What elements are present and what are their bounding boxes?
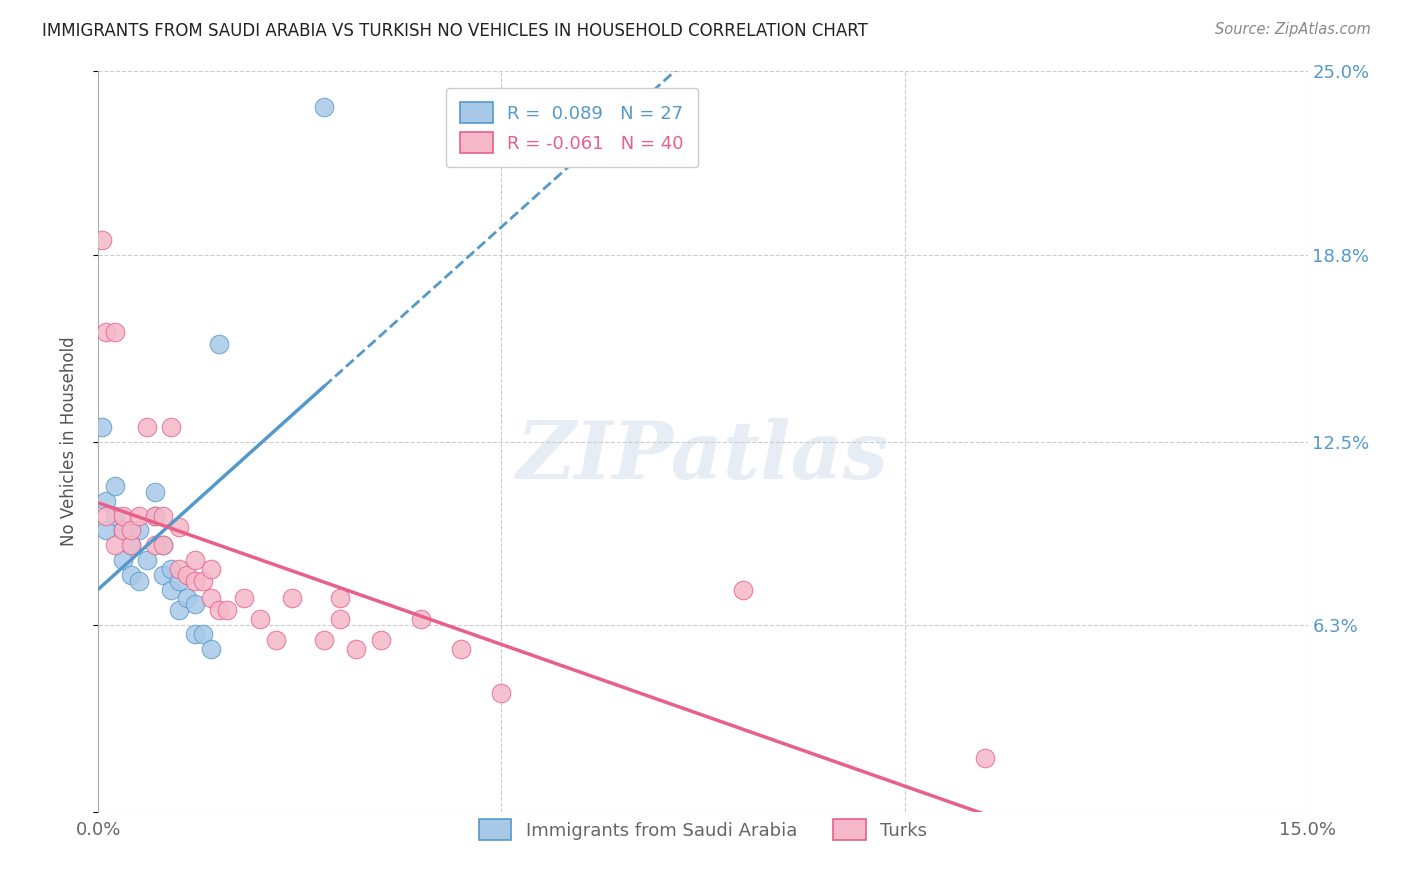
Point (152, 508, 174, 523)
Point (450, 641, 472, 656)
Point (249, 612, 271, 626)
Point (135, 419, 157, 434)
Point (103, 508, 125, 523)
Point (160, 582, 183, 597)
Point (217, 603, 239, 617)
Point (184, 574, 207, 588)
Text: ZIPatlas: ZIPatlas (517, 417, 889, 495)
Point (314, 100, 336, 114)
Point (91, 419, 114, 434)
Point (120, 567, 142, 582)
Point (193, 574, 215, 588)
Point (111, 524, 134, 538)
Point (96, 524, 118, 538)
Point (91, 233, 114, 247)
Point (409, 612, 432, 626)
Point (143, 484, 166, 499)
Point (232, 591, 254, 606)
Point (200, 641, 222, 656)
Point (370, 632, 392, 647)
Point (143, 508, 166, 523)
Point (111, 553, 134, 567)
Point (176, 567, 198, 582)
Point (135, 553, 157, 567)
Point (152, 538, 174, 552)
Point (176, 591, 198, 606)
Point (184, 627, 207, 641)
Point (329, 612, 352, 626)
Point (167, 562, 190, 576)
Point (152, 567, 174, 582)
Point (103, 479, 125, 493)
Point (167, 574, 190, 588)
Point (167, 603, 190, 617)
Point (103, 325, 125, 339)
Point (96, 508, 118, 523)
Point (208, 336, 231, 351)
Point (152, 538, 174, 552)
Point (103, 538, 125, 552)
Point (200, 591, 222, 606)
Point (96, 493, 118, 508)
Text: IMMIGRANTS FROM SAUDI ARABIA VS TURKISH NO VEHICLES IN HOUSEHOLD CORRELATION CHA: IMMIGRANTS FROM SAUDI ARABIA VS TURKISH … (42, 22, 868, 40)
Point (329, 591, 352, 606)
Point (96, 325, 118, 339)
Point (120, 538, 142, 552)
Point (344, 641, 367, 656)
Point (264, 632, 287, 647)
Point (167, 520, 190, 534)
Point (128, 574, 150, 588)
Point (120, 538, 142, 552)
Point (184, 553, 207, 567)
Point (111, 508, 134, 523)
Y-axis label: No Vehicles in Household: No Vehicles in Household (59, 336, 77, 547)
Point (974, 751, 997, 765)
Point (128, 508, 150, 523)
Point (193, 627, 215, 641)
Point (143, 508, 166, 523)
Point (200, 562, 222, 576)
Text: Source: ZipAtlas.com: Source: ZipAtlas.com (1215, 22, 1371, 37)
Point (128, 524, 150, 538)
Point (208, 603, 231, 617)
Point (120, 524, 142, 538)
Point (111, 524, 134, 538)
Point (281, 591, 304, 606)
Point (491, 686, 513, 700)
Legend: Immigrants from Saudi Arabia, Turks: Immigrants from Saudi Arabia, Turks (464, 805, 942, 855)
Point (160, 562, 183, 576)
Point (143, 538, 166, 552)
Point (733, 582, 755, 597)
Point (160, 419, 183, 434)
Point (184, 598, 207, 612)
Point (314, 632, 336, 647)
